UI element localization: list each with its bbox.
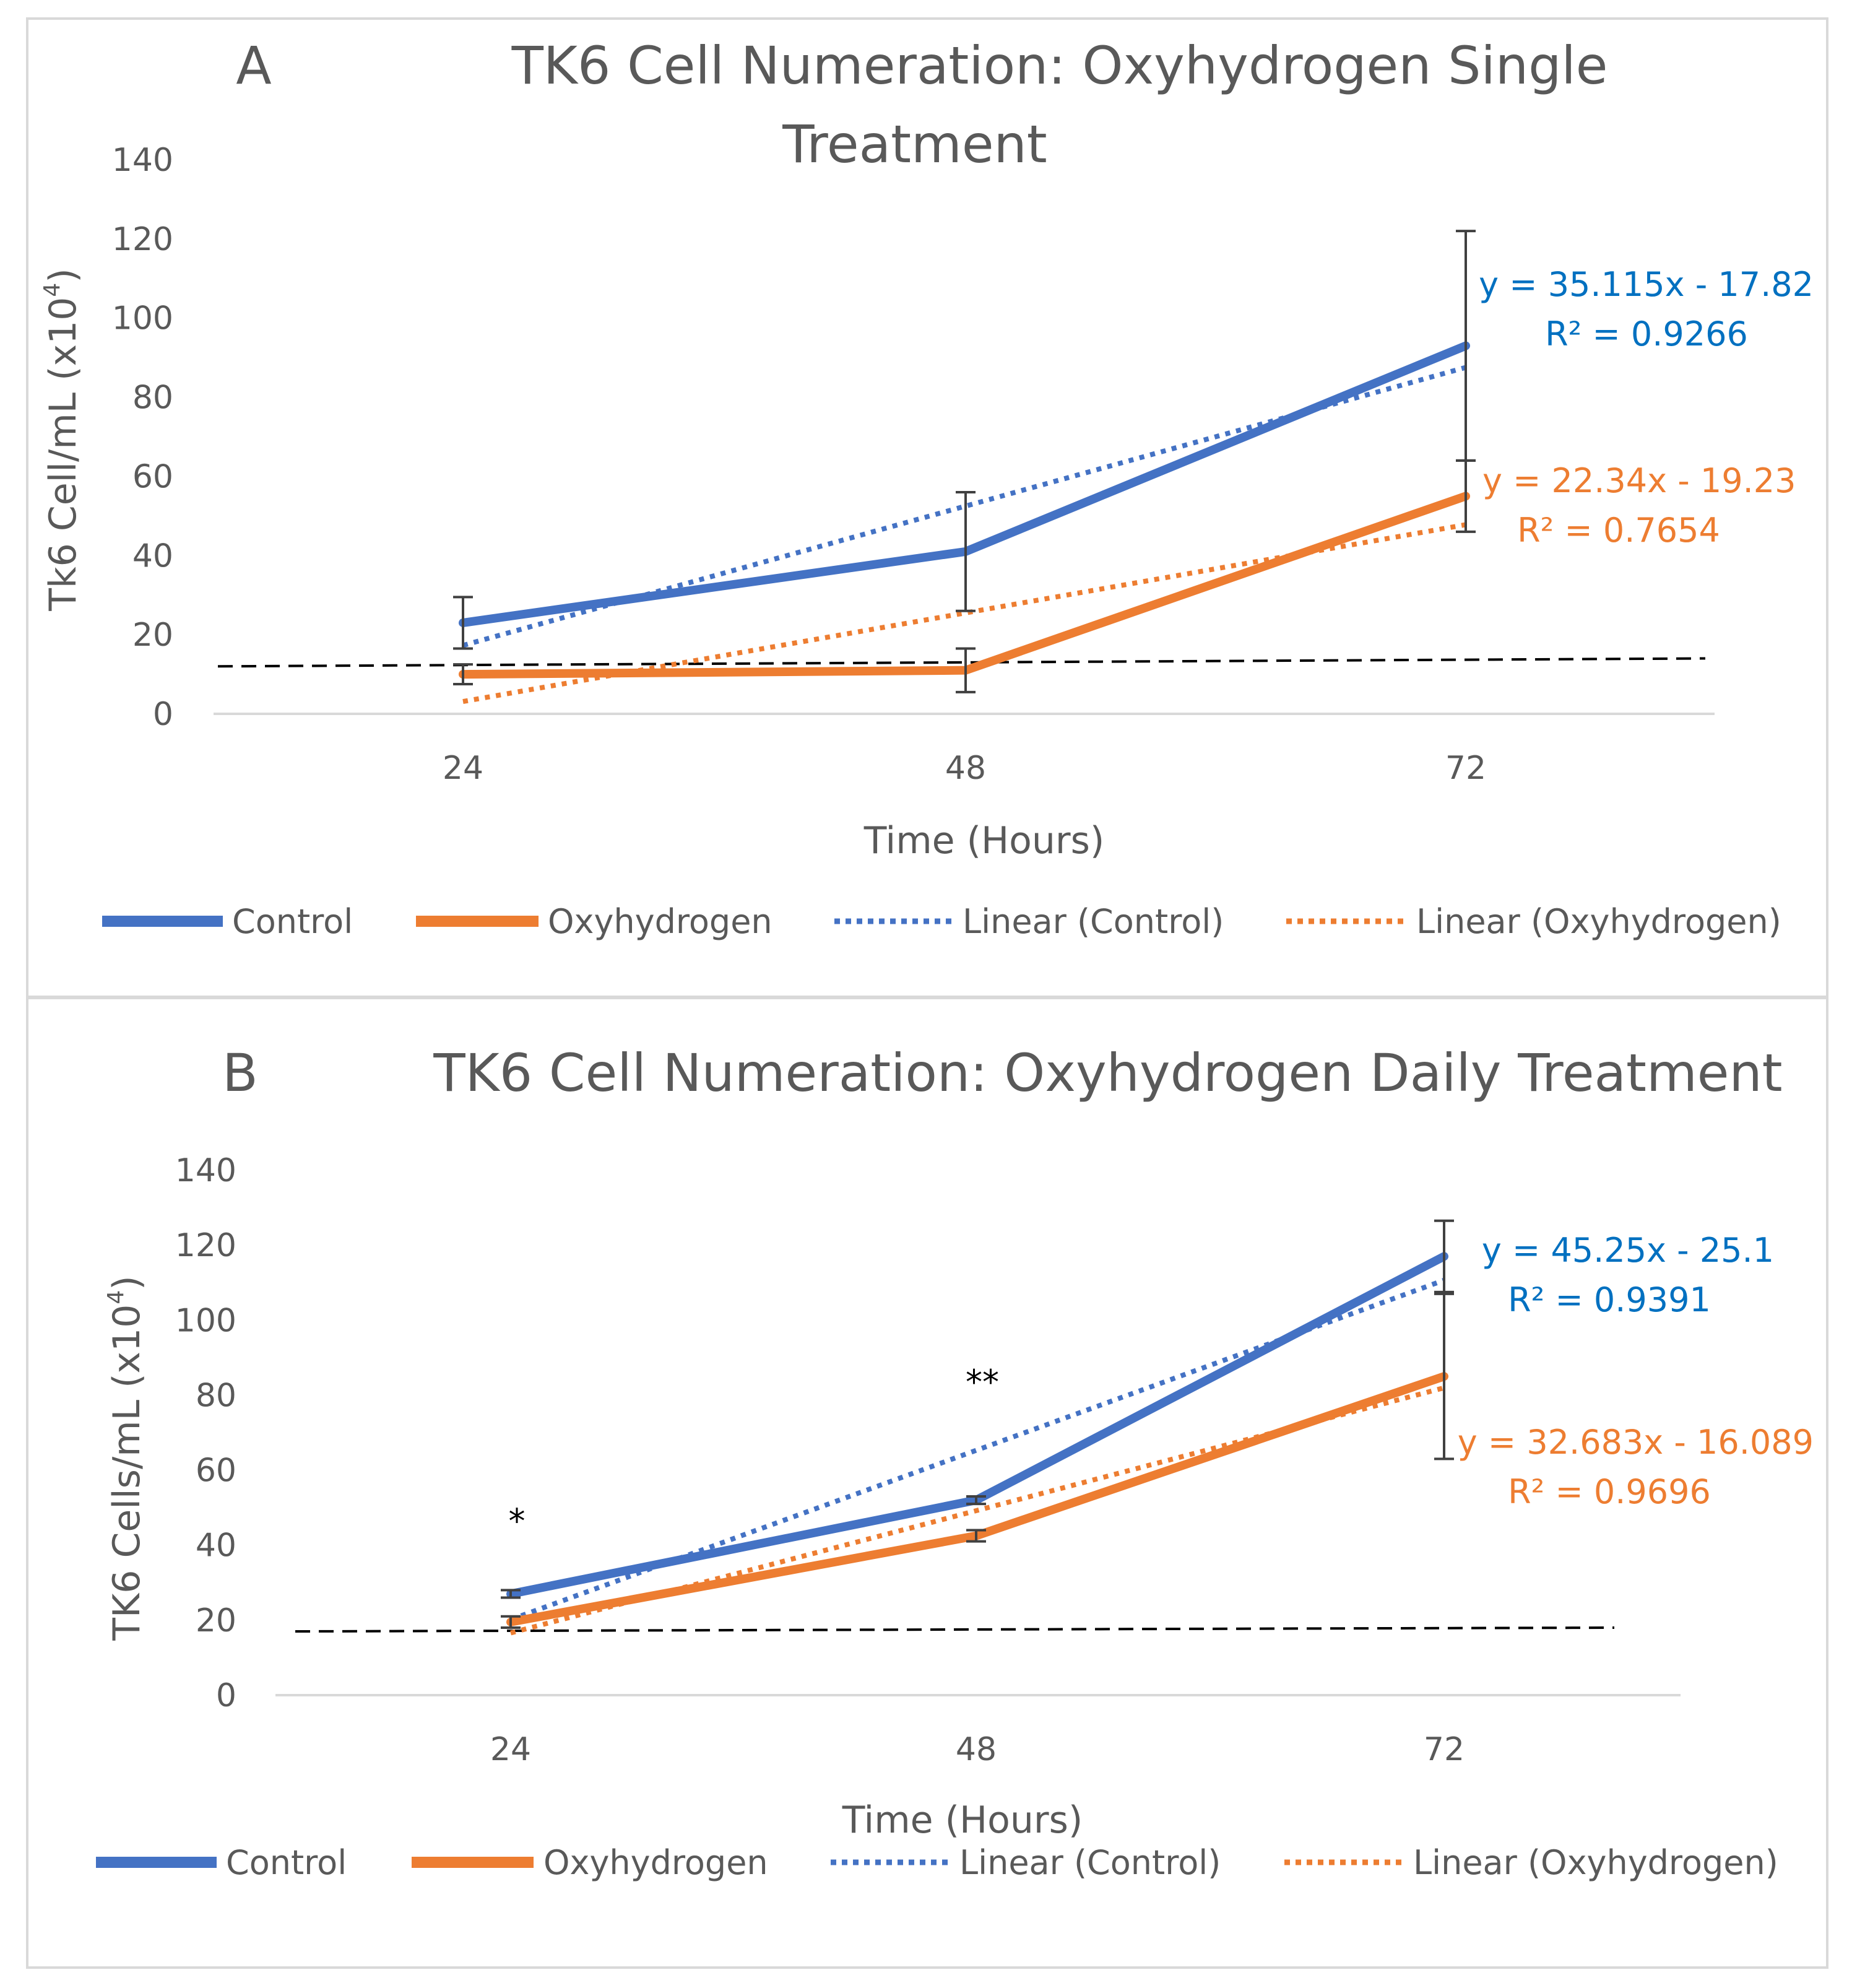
- panel-b-y-tick-label: 20: [196, 1602, 236, 1639]
- panel-b-x-tick-label: 24: [490, 1731, 531, 1768]
- panel-b-error-bar-control: [1434, 1219, 1454, 1293]
- panel-b-legend: Control Oxyhydrogen Linear (Control) Lin…: [96, 1843, 1778, 1882]
- panel-b-x-ticks: 24 48 72: [490, 1731, 1465, 1768]
- panel-a-y-tick-label: 120: [112, 221, 173, 258]
- panel-a-y-tick-label: 0: [153, 696, 173, 733]
- panel-b-error-bar-control: [966, 1495, 986, 1506]
- panel-b-x-axis-label: Time (Hours): [842, 1799, 1083, 1842]
- panel-a-title-line1: TK6 Cell Numeration: Oxyhydrogen Single: [511, 35, 1608, 96]
- panel-b-significance-annotations: ***: [509, 1363, 1000, 1540]
- panel-b-y-axis-label: TK6 Cells/mL (x104): [103, 1275, 149, 1641]
- panel-a-title-line2: Treatment: [782, 114, 1047, 175]
- panel-a-y-tick-label: 20: [132, 617, 173, 654]
- panel-a-legend-label-linear-control: Linear (Control): [963, 902, 1224, 941]
- panel-a-error-bar-control: [956, 491, 976, 612]
- panel-a-error-bar-oxyhydrogen: [453, 663, 473, 686]
- panel-a-legend-label-control: Control: [232, 902, 353, 941]
- panel-a-x-tick-label: 24: [443, 750, 483, 787]
- panel-a-y-ticks: 0 20 40 60 80 100 120 140: [112, 142, 173, 733]
- panel-a-y-tick-label: 40: [132, 537, 173, 575]
- panel-a-y-label-close: ): [41, 268, 85, 282]
- panel-a: A TK6 Cell Numeration: Oxyhydrogen Singl…: [26, 17, 1828, 998]
- panel-a-oxyhydrogen-equation: y = 22.34x - 19.23: [1482, 461, 1796, 500]
- panel-a-control-equation: y = 35.115x - 17.82: [1479, 265, 1814, 304]
- panel-a-y-axis-label: Tk6 Cell/mL (x104): [40, 268, 85, 612]
- panel-a-y-label-text: Tk6 Cell/mL (x10: [41, 297, 85, 612]
- panel-b: B TK6 Cell Numeration: Oxyhydrogen Daily…: [26, 997, 1828, 1969]
- panel-a-oxyhydrogen-r2: R² = 0.7654: [1517, 511, 1720, 550]
- panel-b-y-tick-label: 40: [196, 1527, 236, 1565]
- panel-a-control-r2: R² = 0.9266: [1545, 315, 1748, 354]
- panel-b-error-bars: [501, 1219, 1454, 1629]
- panel-a-y-tick-label: 60: [132, 458, 173, 495]
- panel-a-y-tick-label: 100: [112, 300, 173, 337]
- panel-a-error-bar-oxyhydrogen: [1456, 459, 1476, 533]
- panel-b-oxyhydrogen-equation: y = 32.683x - 16.089: [1458, 1423, 1814, 1462]
- panel-a-x-axis-label: Time (Hours): [863, 819, 1105, 862]
- panel-b-control-r2: R² = 0.9391: [1508, 1280, 1711, 1319]
- panel-a-legend: Control Oxyhydrogen Linear (Control) Lin…: [102, 902, 1781, 941]
- panel-b-error-bar-control: [501, 1589, 521, 1599]
- panel-a-x-tick-label: 48: [945, 750, 986, 787]
- panel-b-y-ticks: 0 20 40 60 80 100 120 140: [175, 1152, 236, 1714]
- panel-b-y-label-close: ): [105, 1275, 149, 1290]
- panel-b-legend-label-oxyhydrogen: Oxyhydrogen: [543, 1843, 768, 1882]
- panel-a-error-bars: [453, 230, 1476, 693]
- panel-b-error-bar-oxyhydrogen: [966, 1529, 986, 1543]
- panel-a-y-tick-label: 140: [112, 142, 173, 179]
- panel-b-y-tick-label: 140: [175, 1152, 236, 1189]
- panel-b-y-tick-label: 120: [175, 1227, 236, 1264]
- panel-b-legend-label-control: Control: [226, 1843, 347, 1882]
- panel-a-x-tick-label: 72: [1445, 750, 1486, 787]
- panel-a-error-bar-oxyhydrogen: [956, 647, 976, 693]
- panel-b-legend-label-linear-oxyhydrogen: Linear (Oxyhydrogen): [1413, 1843, 1778, 1882]
- panel-a-x-ticks: 24 48 72: [443, 750, 1486, 787]
- panel-b-y-tick-label: 0: [216, 1677, 236, 1714]
- panel-b-y-label-text: TK6 Cells/mL (x10: [105, 1304, 149, 1641]
- panel-b-error-bar-oxyhydrogen: [1434, 1292, 1454, 1461]
- panel-a-frame: [26, 17, 1828, 998]
- panel-b-y-tick-label: 80: [196, 1377, 236, 1414]
- panel-b-title: TK6 Cell Numeration: Oxyhydrogen Daily T…: [433, 1043, 1782, 1103]
- panel-b-y-label-exponent: 4: [103, 1290, 129, 1304]
- panel-a-y-tick-label: 80: [132, 380, 173, 417]
- panel-a-legend-label-linear-oxyhydrogen: Linear (Oxyhydrogen): [1416, 902, 1781, 941]
- panel-b-frame: [26, 997, 1828, 1969]
- panel-b-significance-marker: *: [509, 1501, 526, 1540]
- panel-b-y-tick-label: 100: [175, 1302, 236, 1339]
- panel-a-error-bar-control: [453, 596, 473, 650]
- panel-b-letter: B: [222, 1043, 258, 1103]
- panel-b-legend-label-linear-control: Linear (Control): [959, 1843, 1221, 1882]
- panel-b-x-tick-label: 72: [1424, 1731, 1465, 1768]
- panel-b-significance-marker: **: [966, 1363, 999, 1402]
- panel-a-letter: A: [236, 35, 271, 96]
- panel-b-y-tick-label: 60: [196, 1452, 236, 1490]
- panel-b-x-tick-label: 48: [956, 1731, 997, 1768]
- panel-a-legend-label-oxyhydrogen: Oxyhydrogen: [548, 902, 772, 941]
- panel-b-oxyhydrogen-r2: R² = 0.9696: [1508, 1472, 1711, 1511]
- panel-b-control-equation: y = 45.25x - 25.1: [1482, 1231, 1774, 1270]
- panel-b-error-bar-oxyhydrogen: [501, 1615, 521, 1629]
- panel-a-y-label-exponent: 4: [40, 283, 65, 297]
